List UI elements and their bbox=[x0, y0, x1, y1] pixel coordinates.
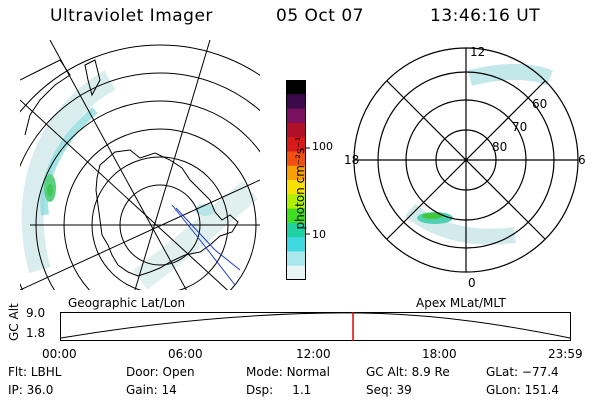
footer-filter: Flt: LBHL bbox=[8, 365, 62, 379]
altitude-xtick-4: 23:59 bbox=[548, 347, 583, 361]
colorbar-segment bbox=[286, 80, 306, 95]
footer-seq: Seq: 39 bbox=[366, 383, 412, 397]
colorbar-segment bbox=[286, 122, 306, 138]
altitude-ytick-high: 9.0 bbox=[26, 306, 46, 320]
colorbar-tick-100: 100 bbox=[312, 140, 333, 153]
colorbar-segment bbox=[286, 222, 306, 238]
mlt-label-0: 0 bbox=[468, 276, 476, 290]
colorbar-segment bbox=[286, 180, 306, 195]
mlat-label-70: 70 bbox=[512, 120, 528, 134]
colorbar-segment bbox=[286, 208, 306, 224]
auroral-oval-left bbox=[21, 70, 258, 290]
colorbar-tick-10: 10 bbox=[312, 228, 326, 241]
colorbar-segment bbox=[286, 108, 306, 124]
coastline-upper bbox=[20, 59, 71, 136]
altitude-xtick-0: 00:00 bbox=[42, 347, 77, 361]
colorbar-segment bbox=[286, 137, 306, 152]
instrument-title: Ultraviolet Imager bbox=[50, 6, 213, 26]
footer-glat: GLat: −77.4 bbox=[486, 365, 559, 379]
colorbar-segment bbox=[286, 165, 306, 181]
altitude-ytick-low: 1.8 bbox=[26, 326, 46, 340]
footer-ip: IP: 36.0 bbox=[8, 383, 54, 397]
colorbar-segment bbox=[286, 251, 306, 267]
mlt-label-18: 18 bbox=[344, 153, 360, 167]
colorbar-border bbox=[286, 80, 306, 280]
mlt-lines bbox=[354, 48, 578, 272]
geographic-label: Geographic Lat/Lon bbox=[68, 296, 186, 310]
colorbar-segment bbox=[286, 194, 306, 210]
geographic-map bbox=[20, 40, 260, 290]
colorbar-segment bbox=[286, 94, 306, 110]
footer-dsp: Dsp: 1.1 bbox=[246, 383, 312, 397]
time-label: 13:46:16 UT bbox=[430, 6, 541, 26]
colorbar bbox=[286, 80, 306, 281]
colorbar-unit-label: photon cm⁻²s⁻¹ bbox=[293, 136, 307, 230]
auroral-oval-right bbox=[404, 63, 553, 245]
meridian-lines bbox=[20, 40, 260, 290]
date-label: 05 Oct 07 bbox=[276, 6, 364, 26]
mlat-label-80: 80 bbox=[492, 140, 508, 154]
magnetic-polar-plot bbox=[353, 47, 579, 273]
mlat-label-60: 60 bbox=[532, 97, 548, 111]
colorbar-segment bbox=[286, 151, 306, 167]
altitude-plot bbox=[60, 312, 571, 341]
colorbar-gradient bbox=[286, 80, 306, 281]
footer-door: Door: Open bbox=[126, 365, 195, 379]
island-outline bbox=[84, 59, 101, 97]
footer-gc-alt: GC Alt: 8.9 Re bbox=[366, 365, 450, 379]
magnetic-label: Apex MLat/MLT bbox=[416, 296, 506, 310]
footer-mode: Mode: Normal bbox=[246, 365, 330, 379]
footer-gain: Gain: 14 bbox=[126, 383, 177, 397]
mlt-label-12: 12 bbox=[470, 45, 486, 59]
colorbar-axis bbox=[306, 147, 310, 235]
colorbar-segment bbox=[286, 237, 306, 252]
altitude-xtick-3: 18:00 bbox=[422, 347, 457, 361]
mlt-label-6: 6 bbox=[578, 153, 586, 167]
satellite-track bbox=[171, 204, 241, 286]
altitude-ylabel: GC Alt bbox=[7, 303, 21, 341]
altitude-xtick-1: 06:00 bbox=[168, 347, 203, 361]
altitude-xtick-2: 12:00 bbox=[296, 347, 331, 361]
footer-glon: GLon: 151.4 bbox=[486, 383, 559, 397]
colorbar-segment bbox=[286, 265, 306, 281]
